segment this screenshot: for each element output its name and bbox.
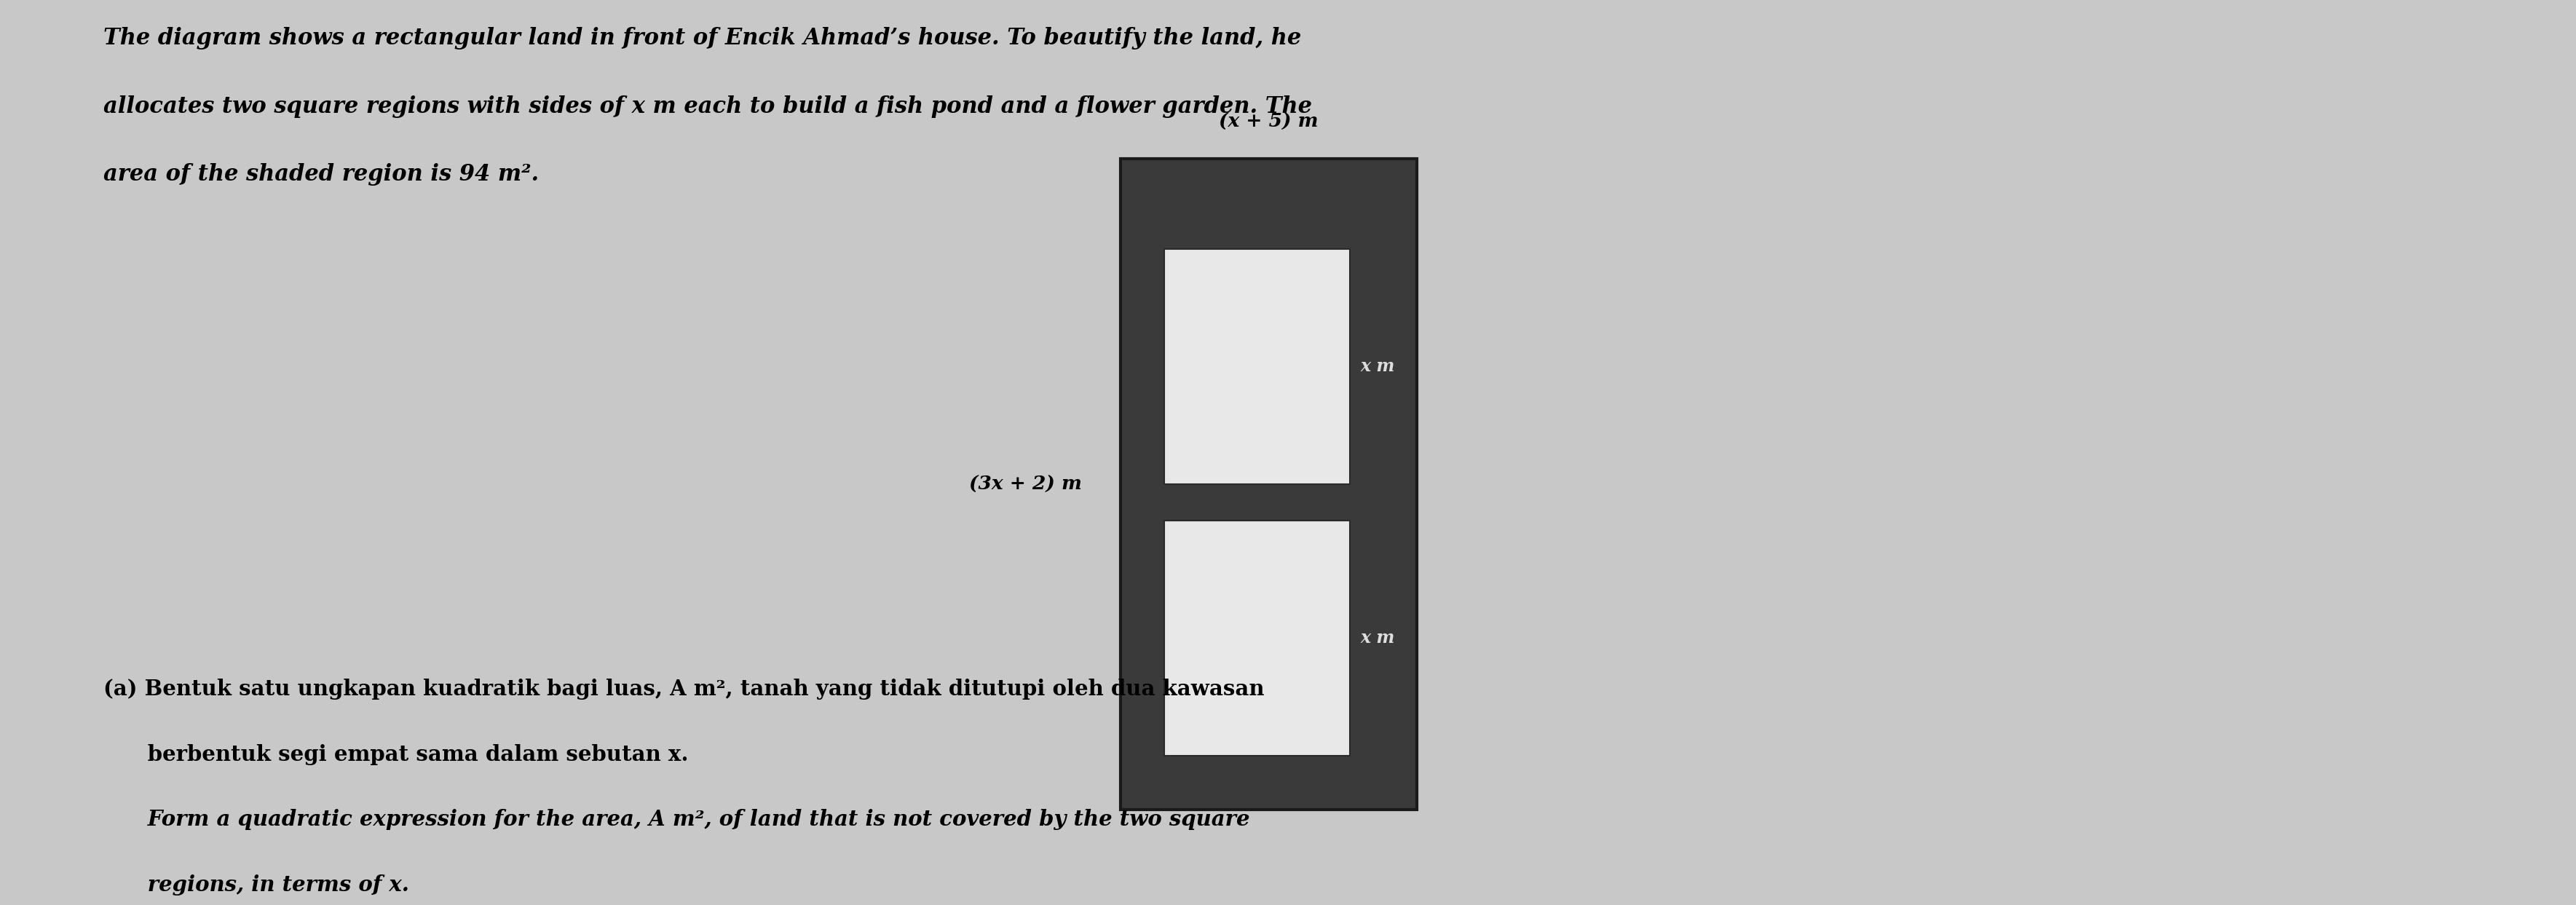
- Text: (3x + 2) m: (3x + 2) m: [969, 475, 1082, 493]
- Text: x m: x m: [1360, 357, 1394, 376]
- Text: Form a quadratic expression for the area, A m², of land that is not covered by t: Form a quadratic expression for the area…: [103, 809, 1249, 830]
- Text: berbentuk segi empat sama dalam sebutan x.: berbentuk segi empat sama dalam sebutan …: [103, 744, 688, 765]
- Text: area of the shaded region is 94 m².: area of the shaded region is 94 m².: [103, 163, 538, 186]
- Text: (a) Bentuk satu ungkapan kuadratik bagi luas, A m², tanah yang tidak ditutupi ol: (a) Bentuk satu ungkapan kuadratik bagi …: [103, 679, 1265, 700]
- Text: regions, in terms of x.: regions, in terms of x.: [103, 874, 410, 895]
- Text: (x + 5) m: (x + 5) m: [1218, 113, 1319, 131]
- Bar: [1121, 158, 1417, 810]
- Text: allocates two square regions with sides of x m each to build a fish pond and a f: allocates two square regions with sides …: [103, 95, 1311, 118]
- Text: The diagram shows a rectangular land in front of Encik Ahmad’s house. To beautif: The diagram shows a rectangular land in …: [103, 27, 1301, 50]
- Bar: [1164, 249, 1350, 484]
- Text: x m: x m: [1360, 629, 1394, 647]
- Bar: [1164, 520, 1350, 756]
